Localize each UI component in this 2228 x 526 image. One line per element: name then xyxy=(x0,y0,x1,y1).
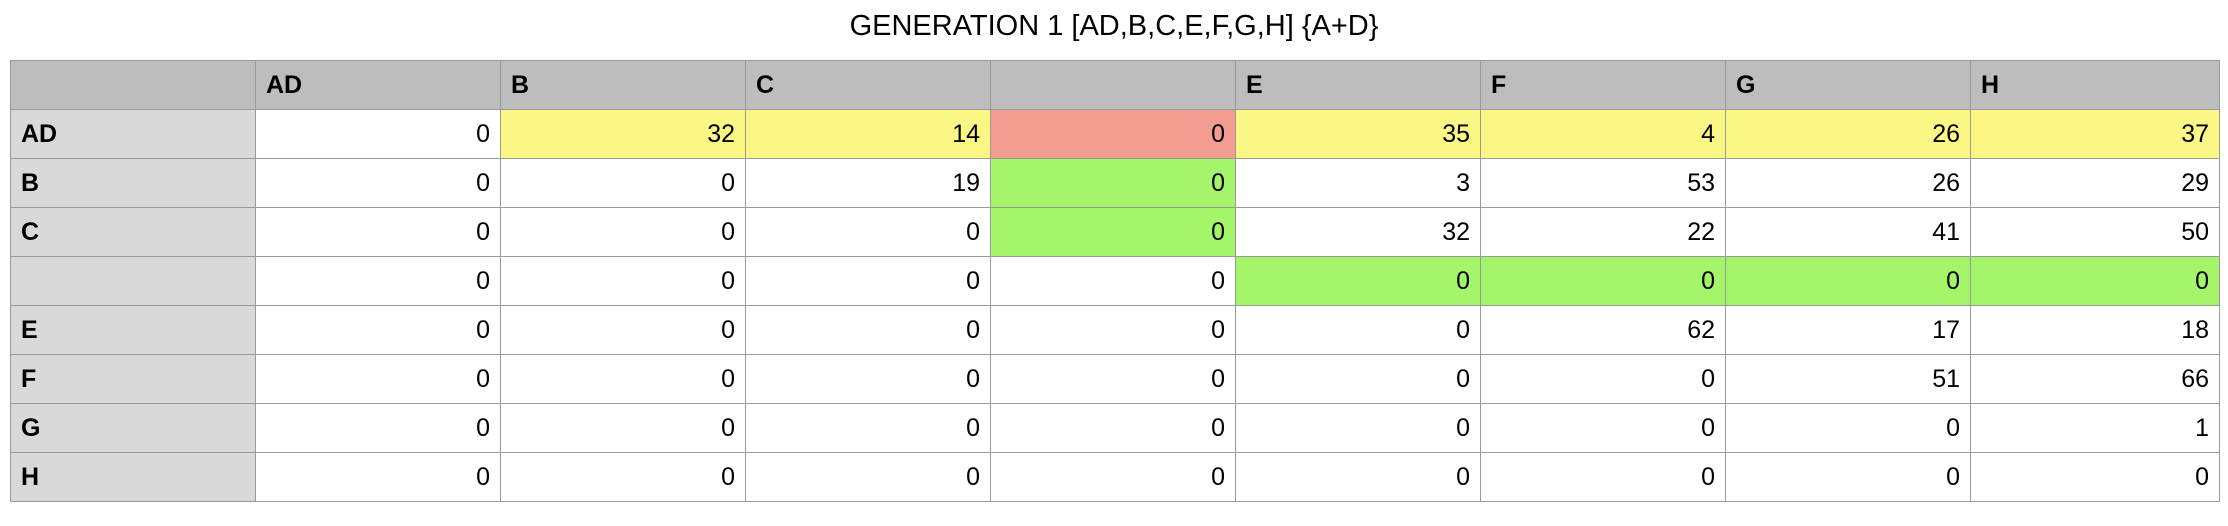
column-header[interactable] xyxy=(990,60,1236,110)
table-cell[interactable]: 0 xyxy=(1235,256,1481,306)
table-cell[interactable]: 0 xyxy=(255,403,501,453)
matrix-table: AD B C E F G H AD 0 32 14 0 35 4 26 37 B 0 0 19 0 3 53 2… xyxy=(10,60,2220,502)
row-header[interactable]: H xyxy=(10,452,256,502)
table-cell[interactable]: 0 xyxy=(1480,403,1726,453)
page-title: GENERATION 1 [AD,B,C,E,F,G,H] {A+D} xyxy=(849,10,1379,42)
table-cell[interactable]: 0 xyxy=(1235,354,1481,404)
table-cell[interactable]: 0 xyxy=(500,158,746,208)
table-cell[interactable]: 14 xyxy=(745,109,991,159)
table-cell[interactable]: 0 xyxy=(1725,256,1971,306)
table-cell[interactable]: 0 xyxy=(1725,403,1971,453)
table-cell[interactable]: 0 xyxy=(745,452,991,502)
row-header[interactable]: G xyxy=(10,403,256,453)
table-cell[interactable]: 41 xyxy=(1725,207,1971,257)
table-cell[interactable]: 0 xyxy=(255,256,501,306)
table-cell[interactable]: 37 xyxy=(1970,109,2220,159)
table-cell[interactable]: 26 xyxy=(1725,109,1971,159)
table-cell[interactable]: 0 xyxy=(500,207,746,257)
row-header[interactable]: B xyxy=(10,158,256,208)
table-cell[interactable]: 0 xyxy=(500,256,746,306)
table-cell[interactable]: 0 xyxy=(745,354,991,404)
row-header[interactable]: E xyxy=(10,305,256,355)
corner-cell[interactable] xyxy=(10,60,256,110)
table-cell[interactable]: 29 xyxy=(1970,158,2220,208)
table-cell[interactable]: 0 xyxy=(1480,452,1726,502)
table-cell[interactable]: 0 xyxy=(255,158,501,208)
table-cell[interactable]: 0 xyxy=(745,207,991,257)
table-cell[interactable]: 0 xyxy=(745,403,991,453)
table-cell[interactable]: 0 xyxy=(1235,403,1481,453)
table-cell[interactable]: 0 xyxy=(1480,256,1726,306)
table-cell[interactable]: 4 xyxy=(1480,109,1726,159)
column-header[interactable]: G xyxy=(1725,60,1971,110)
table-cell[interactable]: 0 xyxy=(990,354,1236,404)
table-cell[interactable]: 0 xyxy=(990,452,1236,502)
table-cell[interactable]: 0 xyxy=(990,158,1236,208)
table-cell[interactable]: 0 xyxy=(500,354,746,404)
table-cell[interactable]: 66 xyxy=(1970,354,2220,404)
table-cell[interactable]: 0 xyxy=(1970,256,2220,306)
table-cell[interactable]: 22 xyxy=(1480,207,1726,257)
table-cell[interactable]: 18 xyxy=(1970,305,2220,355)
row-header[interactable]: C xyxy=(10,207,256,257)
table-cell[interactable]: 0 xyxy=(500,452,746,502)
table-row: B 0 0 19 0 3 53 26 29 xyxy=(10,158,2220,208)
table-row: E 0 0 0 0 0 62 17 18 xyxy=(10,305,2220,355)
table-cell[interactable]: 17 xyxy=(1725,305,1971,355)
table-cell[interactable]: 0 xyxy=(990,305,1236,355)
column-header[interactable]: AD xyxy=(255,60,501,110)
table-cell[interactable]: 32 xyxy=(1235,207,1481,257)
table-cell[interactable]: 32 xyxy=(500,109,746,159)
table-cell[interactable]: 19 xyxy=(745,158,991,208)
table-cell[interactable]: 0 xyxy=(745,305,991,355)
table-cell[interactable]: 0 xyxy=(990,207,1236,257)
table-cell[interactable]: 1 xyxy=(1970,403,2220,453)
column-header[interactable]: F xyxy=(1480,60,1726,110)
table-cell[interactable]: 3 xyxy=(1235,158,1481,208)
column-header[interactable]: B xyxy=(500,60,746,110)
table-cell[interactable]: 0 xyxy=(990,256,1236,306)
table-cell[interactable]: 51 xyxy=(1725,354,1971,404)
table-cell[interactable]: 0 xyxy=(500,403,746,453)
table-cell[interactable]: 0 xyxy=(745,256,991,306)
column-header[interactable]: C xyxy=(745,60,991,110)
column-header[interactable]: H xyxy=(1970,60,2220,110)
header-row: AD B C E F G H xyxy=(10,60,2220,110)
table-cell[interactable]: 0 xyxy=(1235,305,1481,355)
table-row: AD 0 32 14 0 35 4 26 37 xyxy=(10,109,2220,159)
table-cell[interactable]: 26 xyxy=(1725,158,1971,208)
table-cell[interactable]: 0 xyxy=(990,109,1236,159)
table-cell[interactable]: 0 xyxy=(255,354,501,404)
row-header[interactable]: AD xyxy=(10,109,256,159)
row-header[interactable]: F xyxy=(10,354,256,404)
table-cell[interactable]: 0 xyxy=(1970,452,2220,502)
table-cell[interactable]: 0 xyxy=(1480,354,1726,404)
table-cell[interactable]: 0 xyxy=(255,109,501,159)
table-cell[interactable]: 0 xyxy=(255,305,501,355)
table-row: C 0 0 0 0 32 22 41 50 xyxy=(10,207,2220,257)
table-cell[interactable]: 0 xyxy=(255,452,501,502)
table-row: F 0 0 0 0 0 0 51 66 xyxy=(10,354,2220,404)
table-cell[interactable]: 50 xyxy=(1970,207,2220,257)
table-cell[interactable]: 35 xyxy=(1235,109,1481,159)
column-header[interactable]: E xyxy=(1235,60,1481,110)
table-cell[interactable]: 0 xyxy=(255,207,501,257)
table-cell[interactable]: 0 xyxy=(1725,452,1971,502)
row-header[interactable] xyxy=(10,256,256,306)
table-cell[interactable]: 62 xyxy=(1480,305,1726,355)
table-cell[interactable]: 0 xyxy=(1235,452,1481,502)
table-cell[interactable]: 53 xyxy=(1480,158,1726,208)
table-cell[interactable]: 0 xyxy=(500,305,746,355)
table-cell[interactable]: 0 xyxy=(990,403,1236,453)
